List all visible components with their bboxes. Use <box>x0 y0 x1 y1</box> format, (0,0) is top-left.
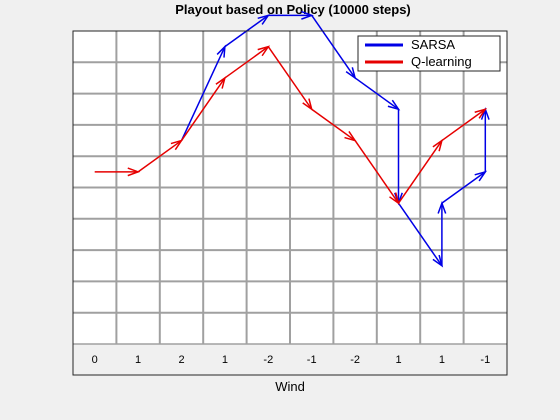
series-layer <box>94 10 490 268</box>
x-tick-label: 1 <box>135 354 141 366</box>
legend: SARSA Q-learning <box>357 35 501 72</box>
x-tick-label: -1 <box>307 354 317 366</box>
x-tick-label: -2 <box>350 354 360 366</box>
x-tick-label: 1 <box>439 354 445 366</box>
arrow-segment <box>397 202 443 267</box>
arrow-segment <box>180 77 226 141</box>
arrow-segment <box>267 46 313 110</box>
x-tick-label: 1 <box>395 354 401 366</box>
arrow-segment <box>354 77 399 110</box>
grid <box>73 31 507 344</box>
arrow-segment <box>354 140 400 204</box>
series-q-learning <box>94 45 488 205</box>
legend-label: SARSA <box>411 37 455 52</box>
x-tick-label: 2 <box>178 354 184 366</box>
x-tick-labels: 0 1 2 1 -2 -1 -2 1 1 -1 <box>92 354 491 366</box>
chart-title: Playout based on Policy (10000 steps) <box>175 2 411 17</box>
x-tick-label: 1 <box>222 354 228 366</box>
legend-label: Q-learning <box>411 54 472 69</box>
arrow-segment <box>180 46 226 141</box>
arrow-head <box>474 107 488 119</box>
arrow-segment <box>311 108 356 142</box>
x-tick-label: -2 <box>263 354 273 366</box>
arrow-segment <box>224 46 269 79</box>
arrow-segment <box>137 139 182 173</box>
arrow-segment <box>311 14 356 79</box>
arrow-segment <box>441 171 486 204</box>
plot-frame <box>72 30 508 376</box>
arrow-segment <box>397 140 443 204</box>
x-tick-label: -1 <box>480 354 490 366</box>
arrow-segment <box>441 108 486 142</box>
x-axis-label: Wind <box>275 379 305 394</box>
x-tick-label: 0 <box>92 354 98 366</box>
legend-box <box>357 35 501 72</box>
tick-label-strip <box>73 344 507 375</box>
